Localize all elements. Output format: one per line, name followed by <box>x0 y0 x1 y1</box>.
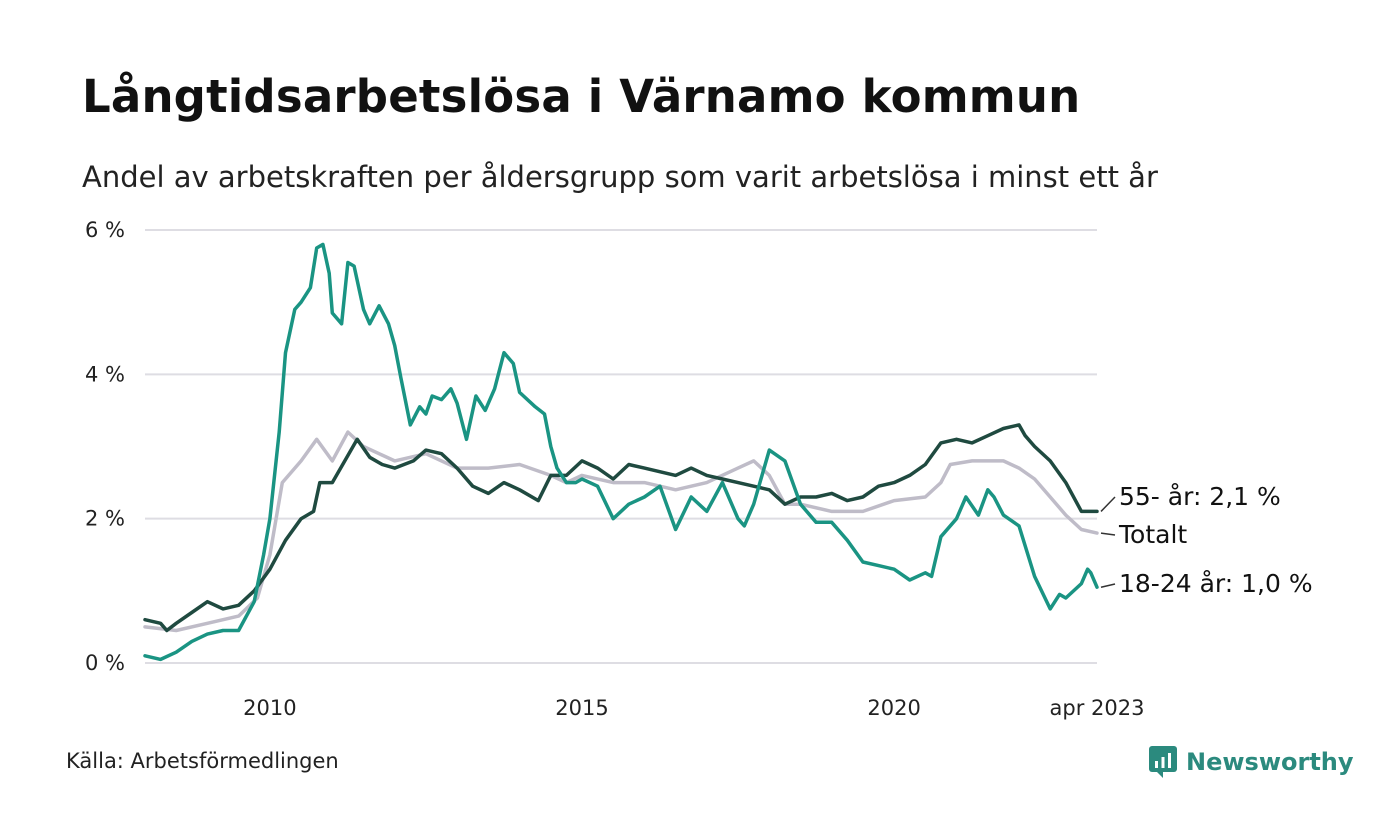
gridlines <box>145 229 1097 664</box>
brand-name: Newsworthy <box>1186 748 1354 776</box>
label-leader-0 <box>1100 532 1116 536</box>
y-tick-label: 4 % <box>85 362 125 386</box>
x-tick-label: apr 2023 <box>1050 696 1145 720</box>
y-tick-label: 0 % <box>85 651 125 675</box>
series-end-labels: Totalt 55- år: 2,1 % 18-24 år: 1,0 % <box>1100 482 1313 598</box>
series-label-0: Totalt <box>1118 520 1187 549</box>
series-line-1 <box>143 423 1099 633</box>
series-label-2: 18-24 år: 1,0 % <box>1119 569 1313 598</box>
source-note: Källa: Arbetsförmedlingen <box>66 749 339 773</box>
y-tick-label: 6 % <box>85 218 125 242</box>
label-leader-1 <box>1100 496 1116 512</box>
x-tick-label: 2010 <box>243 696 296 720</box>
y-tick-label: 2 % <box>85 507 125 531</box>
brand-logo: Newsworthy <box>1148 745 1354 779</box>
x-tick-label: 2020 <box>867 696 920 720</box>
x-tick-label: 2015 <box>555 696 608 720</box>
chart-subtitle: Andel av arbetskraften per åldersgrupp s… <box>82 160 1158 194</box>
series-line-2 <box>143 242 1099 662</box>
series-line-0 <box>143 430 1099 633</box>
label-leader-2 <box>1100 583 1116 588</box>
chart-title: Långtidsarbetslösa i Värnamo kommun <box>82 70 1081 123</box>
y-axis-ticks: 0 % 2 % 4 % 6 % <box>85 218 125 675</box>
series-lines <box>143 242 1099 662</box>
newsworthy-logo-icon <box>1149 746 1177 778</box>
line-chart: 0 % 2 % 4 % 6 % 2010 2015 2020 apr 2023 Totalt… <box>85 218 1313 720</box>
series-label-1: 55- år: 2,1 % <box>1119 482 1281 511</box>
x-axis-ticks: 2010 2015 2020 apr 2023 <box>243 696 1144 720</box>
